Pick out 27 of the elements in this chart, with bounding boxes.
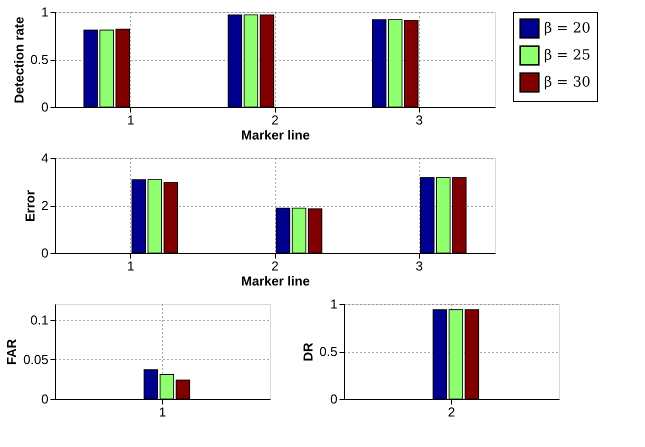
y-tick-label: 2 [41,198,48,213]
x-axis-title: Marker line [241,274,310,288]
y-tick-label: 0 [41,100,48,114]
y-axis-title: Detection rate [11,16,26,104]
y-tick-label: 0.1 [30,312,48,328]
y-axis-title: Error [22,190,38,222]
legend-label: β = 25 [544,48,591,64]
y-tick-label: 0 [41,246,48,260]
x-tick-label: 1 [127,112,134,128]
y-tick-label: 1 [41,4,48,20]
legend-label: β = 20 [544,20,591,36]
x-axis-title: Marker line [241,128,310,142]
x-tick-label: 3 [416,112,423,128]
y-tick-label: 0 [41,392,48,406]
x-tick-label: 1 [127,258,134,274]
y-tick-label: 4 [41,150,48,166]
y-tick-label: 0.05 [23,352,48,367]
y-tick-label: 0.5 [30,52,48,67]
x-tick-label: 2 [271,258,279,274]
y-tick-label: 1 [330,296,338,312]
y-axis-title: DR [300,342,316,362]
y-axis-title: FAR [4,338,20,365]
x-tick-label: 3 [416,258,423,274]
y-tick-label: 0 [330,392,338,406]
x-tick-label: 2 [271,112,279,128]
legend-label: β = 30 [544,74,591,90]
y-tick-label: 0.5 [319,344,338,359]
